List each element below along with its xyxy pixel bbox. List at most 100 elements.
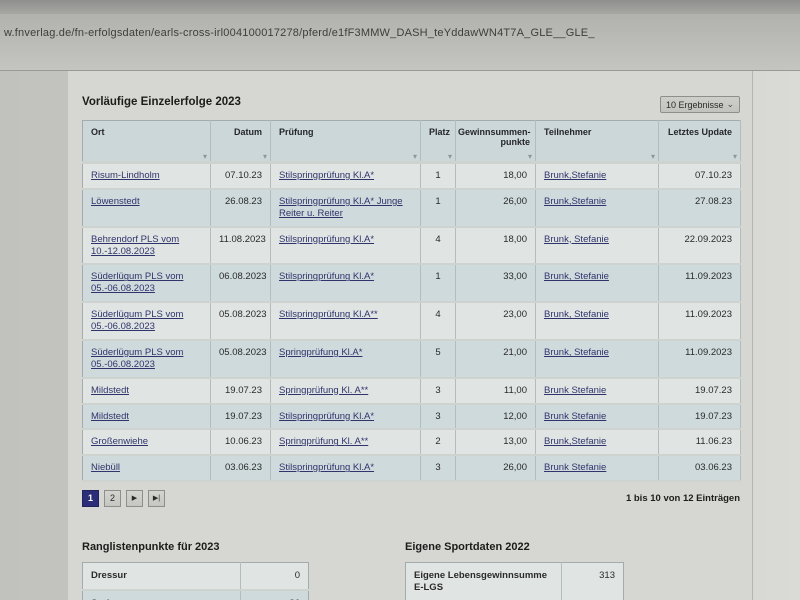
- teilnehmer-link[interactable]: Brunk Stefanie: [544, 410, 607, 422]
- table-row: Mildstedt 19.07.23 Stilspringprüfung Kl.…: [82, 403, 741, 431]
- ort-link[interactable]: Löwenstedt: [91, 195, 140, 207]
- ranking-row: Dressur 0: [82, 562, 309, 592]
- ort-link[interactable]: Süderlügum PLS vom 05.-06.08.2023: [91, 271, 184, 295]
- sort-icon[interactable]: ▾: [412, 152, 417, 161]
- teilnehmer-link[interactable]: Brunk, Stefanie: [544, 271, 609, 283]
- sort-icon[interactable]: ▾: [527, 152, 532, 161]
- ort-cell: Süderlügum PLS vom 05.-06.08.2023: [82, 302, 211, 341]
- ort-cell: Niebüll: [82, 455, 211, 483]
- update-cell: 07.10.23: [658, 162, 741, 190]
- punkte-cell: 23,00: [455, 302, 536, 341]
- table-row: Süderlügum PLS vom 05.-06.08.2023 06.08.…: [82, 264, 741, 304]
- platz-cell: 3: [420, 377, 456, 405]
- page-1-button[interactable]: 1: [82, 490, 99, 508]
- sportdata-title: Eigene Sportdaten 2022: [405, 541, 530, 554]
- teilnehmer-link[interactable]: Brunk, Stefanie: [544, 233, 609, 245]
- page-2-button[interactable]: 2: [104, 490, 121, 508]
- column-header-teilnehmer[interactable]: Teilnehmer ▾: [535, 120, 659, 164]
- pruefung-cell: Stilspringprüfung Kl.A*: [270, 403, 421, 431]
- punkte-cell: 12,00: [455, 403, 536, 431]
- teilnehmer-cell: Brunk Stefanie: [535, 377, 659, 405]
- column-header-letztes-update[interactable]: Letztes Update ▾: [658, 120, 741, 164]
- datum-cell: 10.06.23: [210, 429, 271, 457]
- ranking-row: Springen 86: [82, 590, 309, 600]
- teilnehmer-link[interactable]: Brunk,Stefanie: [544, 436, 607, 448]
- ort-link[interactable]: Niebüll: [91, 462, 121, 474]
- column-label-teilnehmer: Teilnehmer: [544, 127, 592, 137]
- sort-icon[interactable]: ▾: [650, 152, 655, 161]
- punkte-cell: 18,00: [455, 226, 536, 266]
- ort-cell: Behrendorf PLS vom 10.-12.08.2023: [82, 226, 211, 266]
- last-page-button[interactable]: ▶|: [148, 490, 165, 508]
- ranking-value: 86: [240, 590, 309, 600]
- sort-icon[interactable]: ▾: [262, 152, 267, 161]
- pruefung-cell: Stilspringprüfung Kl.A**: [270, 302, 421, 341]
- ort-link[interactable]: Mildstedt: [91, 384, 130, 396]
- sportdata-label: Eigene Lebensgewinnsumme E-LGS: [405, 562, 562, 600]
- browser-address-bar[interactable]: w.fnverlag.de/fn-erfolgsdaten/earls-cros…: [0, 14, 800, 71]
- column-header-gewinnsummenpunkte[interactable]: Gewinnsummen-punkte ▾: [455, 120, 536, 164]
- column-header-ort[interactable]: Ort ▾: [82, 120, 211, 164]
- table-row: Mildstedt 19.07.23 Springprüfung Kl. A**…: [82, 377, 741, 405]
- column-header-pruefung[interactable]: Prüfung ▾: [270, 120, 421, 164]
- platz-cell: 1: [420, 188, 456, 228]
- update-cell: 27.08.23: [658, 188, 741, 228]
- ranking-table: Dressur 0 Springen 86: [82, 562, 309, 600]
- pruefung-link[interactable]: Springprüfung Kl.A*: [279, 346, 363, 358]
- sort-icon[interactable]: ▾: [447, 152, 452, 161]
- sort-icon[interactable]: ▾: [202, 152, 207, 161]
- ort-link[interactable]: Risum-Lindholm: [91, 170, 160, 181]
- pruefung-link[interactable]: Stilspringprüfung Kl.A**: [279, 309, 378, 321]
- table-header-row: Ort ▾ Datum ▾ Prüfung ▾ Platz ▾ Gewi: [82, 120, 741, 164]
- column-header-platz[interactable]: Platz ▾: [420, 120, 456, 164]
- teilnehmer-link[interactable]: Brunk,Stefanie: [544, 170, 607, 181]
- punkte-cell: 18,00: [455, 162, 536, 190]
- sportdata-table: Eigene Lebensgewinnsumme E-LGS 313 Eigen…: [405, 562, 624, 600]
- teilnehmer-link[interactable]: Brunk Stefanie: [544, 462, 607, 474]
- pruefung-cell: Stilspringprüfung Kl.A* Junge Reiter u. …: [270, 188, 421, 228]
- column-label-letztes-update: Letztes Update: [667, 127, 732, 137]
- pruefung-link[interactable]: Stilspringprüfung Kl.A* Junge Reiter u. …: [279, 195, 403, 219]
- datum-cell: 19.07.23: [210, 403, 271, 431]
- ort-cell: Mildstedt: [82, 403, 211, 431]
- next-page-button[interactable]: ▶: [126, 490, 143, 508]
- punkte-cell: 26,00: [455, 455, 536, 483]
- pruefung-link[interactable]: Stilspringprüfung Kl.A*: [279, 233, 375, 245]
- pruefung-link[interactable]: Stilspringprüfung Kl.A*: [279, 410, 375, 422]
- datum-cell: 07.10.23: [210, 162, 271, 190]
- pruefung-link[interactable]: Stilspringprüfung Kl.A*: [279, 462, 375, 474]
- datum-cell: 05.08.2023: [210, 339, 271, 379]
- update-cell: 19.07.23: [658, 403, 741, 431]
- ort-link[interactable]: Mildstedt: [91, 410, 130, 422]
- sportdata-value: 313: [561, 562, 624, 600]
- teilnehmer-link[interactable]: Brunk Stefanie: [544, 384, 607, 396]
- column-header-datum[interactable]: Datum ▾: [210, 120, 271, 164]
- sort-icon[interactable]: ▾: [732, 152, 737, 161]
- results-per-page-select[interactable]: 10 Ergebnisse ⌄: [660, 96, 740, 113]
- punkte-cell: 33,00: [455, 264, 536, 304]
- ort-cell: Risum-Lindholm: [82, 162, 211, 190]
- page-title: Vorläufige Einzelerfolge 2023: [82, 96, 241, 108]
- pruefung-cell: Stilspringprüfung Kl.A*: [270, 455, 421, 483]
- ort-link[interactable]: Behrendorf PLS vom 10.-12.08.2023: [91, 233, 180, 257]
- pruefung-link[interactable]: Stilspringprüfung Kl.A*: [279, 271, 375, 283]
- ort-link[interactable]: Süderlügum PLS vom 05.-06.08.2023: [91, 346, 184, 370]
- ort-link[interactable]: Süderlügum PLS vom 05.-06.08.2023: [91, 309, 184, 332]
- table-row: Niebüll 03.06.23 Stilspringprüfung Kl.A*…: [82, 455, 741, 483]
- datum-cell: 19.07.23: [210, 377, 271, 405]
- column-label-platz: Platz: [429, 127, 451, 137]
- teilnehmer-link[interactable]: Brunk, Stefanie: [544, 346, 609, 358]
- pruefung-link[interactable]: Stilspringprüfung Kl.A*: [279, 170, 375, 181]
- teilnehmer-link[interactable]: Brunk, Stefanie: [544, 309, 609, 321]
- teilnehmer-link[interactable]: Brunk,Stefanie: [544, 195, 607, 207]
- ort-cell: Mildstedt: [82, 377, 211, 405]
- pruefung-link[interactable]: Springprüfung Kl. A**: [279, 436, 369, 448]
- update-cell: 11.06.23: [658, 429, 741, 457]
- teilnehmer-cell: Brunk, Stefanie: [535, 226, 659, 266]
- ort-link[interactable]: Großenwiehe: [91, 436, 149, 448]
- pruefung-cell: Stilspringprüfung Kl.A*: [270, 226, 421, 266]
- datum-cell: 11.08.2023: [210, 226, 271, 266]
- teilnehmer-cell: Brunk Stefanie: [535, 403, 659, 431]
- pruefung-link[interactable]: Springprüfung Kl. A**: [279, 384, 369, 396]
